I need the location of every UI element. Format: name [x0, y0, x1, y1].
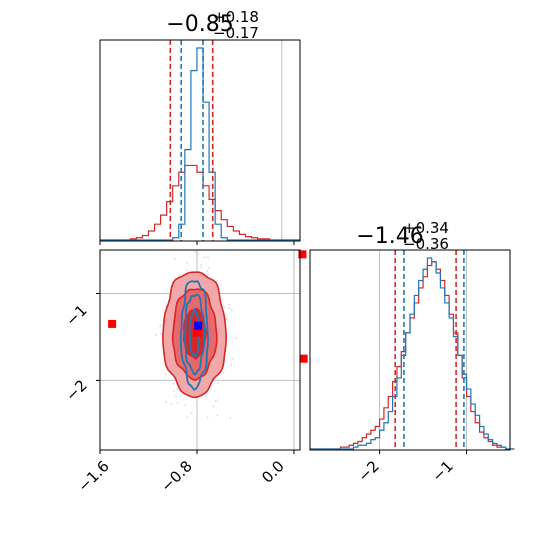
blue-contour-level-3 — [179, 280, 209, 391]
scatter-point — [200, 263, 203, 266]
contour-frame — [99, 249, 301, 451]
hist-p0-blue-histogram — [100, 47, 300, 241]
scatter-point — [172, 382, 175, 385]
red-marker — [192, 328, 201, 337]
blue-marker — [194, 321, 203, 330]
hist-p0-red-histogram — [100, 164, 300, 241]
red-marker — [108, 319, 117, 328]
scatter-point — [207, 267, 210, 269]
red-marker — [298, 250, 307, 259]
scatter-point — [230, 309, 233, 312]
hist-p1-panel — [309, 249, 515, 451]
scatter-point — [222, 371, 225, 374]
scatter-point — [197, 253, 199, 255]
title-p1: −1.46 +0.34 −0.36 — [356, 219, 449, 253]
scatter-point — [174, 258, 176, 261]
scatter-point — [186, 261, 189, 264]
scatter-point — [186, 416, 188, 419]
x-tick-labels-p0: −1.6 −0.8 0.0 — [74, 457, 287, 495]
scatter-point — [160, 323, 163, 326]
scatter-point — [203, 256, 206, 259]
title-p0-sub: −0.17 — [213, 24, 259, 42]
title-p0: −0.85 +0.18 −0.17 — [166, 8, 259, 42]
scatter-point — [207, 256, 209, 259]
hist-p1-red-histogram — [310, 261, 515, 450]
blue-contour-level-2 — [183, 293, 206, 376]
scatter-point — [178, 274, 181, 277]
scatter-point — [159, 325, 162, 327]
scatter-point — [228, 307, 231, 310]
title-p0-sup: +0.18 — [213, 8, 259, 26]
scatter-point — [235, 337, 238, 340]
y-tick-label: −2 — [62, 376, 90, 404]
x-tick-label: −0.8 — [157, 457, 195, 495]
x-tick-label: −1 — [428, 457, 456, 485]
hist-p0-panel — [99, 39, 301, 242]
hist-p1-frame — [309, 249, 511, 451]
svg-text:−1.46: −1.46 — [356, 224, 423, 249]
title-p1-sub: −0.36 — [403, 235, 449, 253]
plot-layer — [96, 39, 515, 454]
scatter-point — [184, 404, 187, 407]
scatter-point — [176, 401, 179, 404]
scatter-point — [214, 399, 217, 402]
scatter-point — [160, 333, 163, 335]
scatter-point — [232, 358, 234, 360]
scatter-point — [164, 373, 167, 376]
title-p1-sup: +0.34 — [403, 219, 449, 237]
hist-p0-frame — [99, 39, 301, 242]
scatter-point — [190, 411, 193, 414]
scatter-point — [228, 303, 231, 306]
scatter-point — [216, 414, 219, 417]
scatter-point — [217, 381, 219, 384]
scatter-point — [223, 306, 226, 308]
scatter-point — [154, 334, 157, 336]
y-tick-label: −1 — [62, 301, 90, 329]
title-p1-main: −1.46 — [356, 224, 423, 249]
x-tick-label: 0.0 — [258, 457, 288, 487]
blue-contour-level-1 — [188, 307, 201, 358]
scatter-point — [230, 364, 233, 366]
scatter-point — [165, 305, 167, 307]
red-marker — [299, 354, 308, 363]
svg-text:−0.85: −0.85 — [166, 12, 233, 37]
y-tick-labels-p1: −1 −2 — [62, 301, 90, 404]
scatter-point — [175, 395, 177, 398]
scatter-point — [194, 251, 197, 253]
scatter-point — [229, 417, 232, 420]
title-p0-main: −0.85 — [166, 12, 233, 37]
scatter-point — [212, 405, 215, 408]
x-tick-label: −1.6 — [74, 457, 112, 495]
scatter-point — [206, 269, 209, 272]
x-tick-labels-p1: −2 −1 — [354, 457, 456, 485]
scatter-point — [173, 390, 176, 393]
scatter-point — [170, 403, 173, 405]
scatter-point — [175, 388, 178, 391]
scatter-point — [200, 266, 203, 269]
scatter-point — [185, 269, 188, 272]
x-tick-label: −2 — [354, 457, 382, 485]
contour-panel — [96, 249, 308, 454]
hist-p1-blue-histogram — [310, 257, 515, 450]
scatter-point — [205, 395, 208, 398]
scatter-point — [165, 401, 167, 404]
scatter-point — [206, 416, 209, 419]
